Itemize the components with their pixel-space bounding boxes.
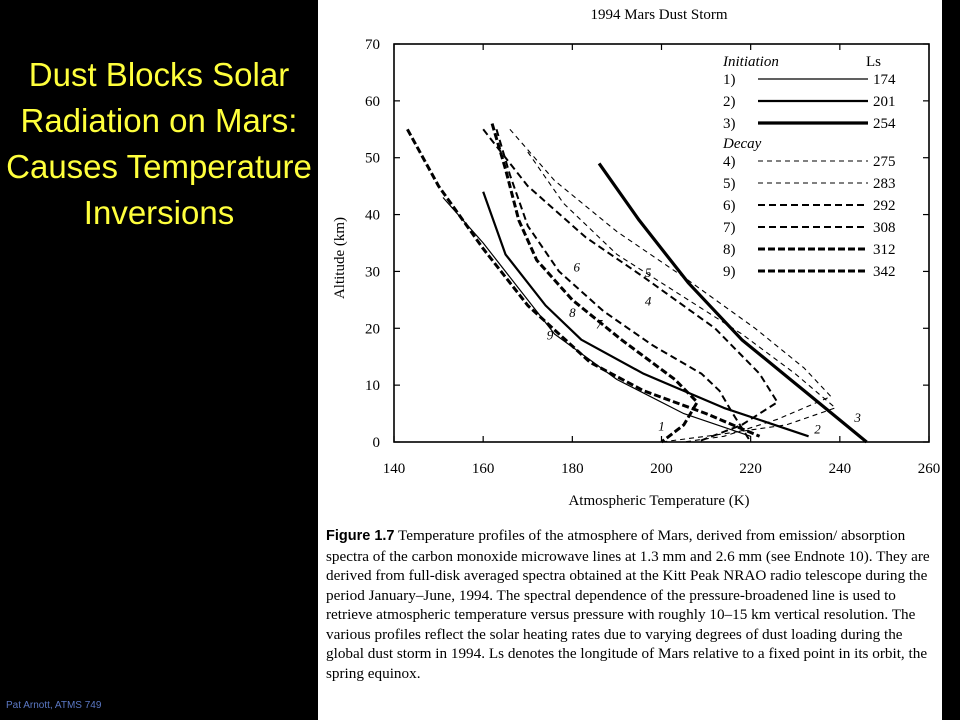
curve-label-4: 4 [645,294,652,309]
legend-label-8: 8) [723,242,736,258]
legend-ls-header: Ls [866,54,881,70]
legend-ls-4: 275 [873,154,896,170]
legend-group-initiation: Initiation [722,54,779,70]
curve-label-8: 8 [569,305,576,320]
y-axis-label: Altitude (km) [332,217,348,299]
x-tick-label: 200 [650,461,673,477]
legend-label-7: 7) [723,220,736,236]
slide-title: Dust Blocks Solar Radiation on Mars: Cau… [6,56,312,231]
x-tick-label: 260 [918,461,941,477]
legend: Initiation Ls 1) 174 2) 201 3) 254 Decay 4) 275 5) 2… [722,54,896,280]
x-tick-label: 140 [383,461,406,477]
chart-title: 1994 Mars Dust Storm [590,7,727,23]
curve-label-5: 5 [645,265,652,280]
curve-label-3: 3 [853,410,861,425]
y-tick-label: 40 [365,208,380,224]
series-line-2 [482,191,809,438]
legend-label-9: 9) [723,264,736,280]
legend-label-4: 4) [723,154,736,170]
caption-text: Temperature profiles of the atmosphere o… [326,527,930,682]
y-tick-label: 50 [365,151,380,167]
curve-labels: 1 2 3 4 5 6 7 89 [547,259,862,436]
legend-label-1: 1) [723,72,736,88]
y-tick-label: 70 [365,37,380,53]
y-tick-label: 60 [365,94,380,110]
x-tick-label: 180 [561,461,584,477]
curve-label-2: 2 [814,421,821,436]
curve-label-7: 7 [596,316,603,331]
series-line-6 [482,128,779,443]
legend-ls-2: 201 [873,94,896,110]
curve-label-1: 1 [658,419,665,434]
legend-label-5: 5) [723,176,736,192]
curve-label-6: 6 [574,259,581,274]
figure-panel: 1994 Mars Dust Storm 140 160 180 200 220 240 2… [318,0,942,720]
footer-credit: Pat Arnott, ATMS 749 [6,700,102,711]
legend-ls-1: 174 [873,72,896,88]
series-line-4 [527,151,836,443]
legend-ls-9: 342 [873,264,896,280]
figure-label: Figure 1.7 [326,528,395,544]
temperature-profile-chart: 1994 Mars Dust Storm 140 160 180 200 220 240 2… [332,7,941,509]
x-tick-label: 240 [829,461,852,477]
y-tick-label: 20 [365,321,380,337]
x-axis-label: Atmospheric Temperature (K) [568,493,749,509]
legend-label-3: 3) [723,116,736,132]
legend-label-2: 2) [723,94,736,110]
legend-group-decay: Decay [722,136,762,152]
series-line-8 [490,123,699,444]
series-line-3 [597,162,868,444]
legend-ls-7: 308 [873,220,896,236]
curve-label-9: 9 [547,328,554,343]
series-lines [406,123,868,444]
y-tick-label: 0 [373,435,381,451]
series-line-7 [495,129,752,443]
figure-caption: Figure 1.7 Temperature profiles of the a… [326,526,938,683]
legend-label-6: 6) [723,198,736,214]
x-tick-label: 220 [739,461,762,477]
y-tick-label: 30 [365,264,380,280]
y-tick-label: 10 [365,378,380,394]
legend-ls-6: 292 [873,198,896,214]
series-line-9 [406,128,761,438]
x-tick-label: 160 [472,461,495,477]
legend-ls-3: 254 [873,116,896,132]
series-line-1 [442,197,751,437]
series-line-5 [509,128,832,443]
legend-ls-8: 312 [873,242,896,258]
legend-ls-5: 283 [873,176,896,192]
